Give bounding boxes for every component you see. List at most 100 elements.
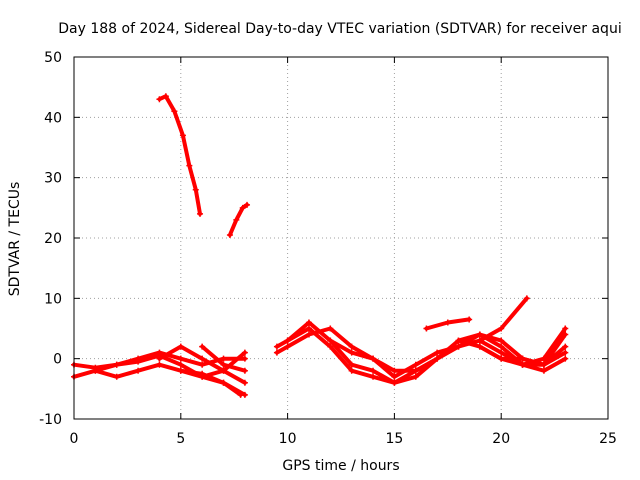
series-line	[477, 296, 529, 343]
y-tick-label: -10	[39, 412, 62, 428]
x-axis-label: GPS time / hours	[282, 458, 399, 474]
data-point	[562, 343, 569, 350]
data-point	[241, 355, 248, 362]
data-point	[370, 373, 377, 380]
series-evening-1	[423, 316, 473, 332]
data-point	[273, 349, 280, 356]
data-point	[233, 216, 240, 223]
series-midday-3	[284, 325, 569, 386]
data-point	[391, 373, 398, 380]
data-point	[156, 349, 163, 356]
data-point	[327, 325, 334, 332]
data-point	[498, 337, 505, 344]
data-point	[179, 132, 186, 139]
series-line	[328, 338, 440, 373]
y-axis-label: SDTVAR / TECUs	[7, 182, 23, 297]
series-line	[178, 368, 243, 397]
x-tick-label: 25	[599, 431, 617, 447]
data-point	[412, 373, 419, 380]
data-point	[241, 349, 248, 356]
data-point	[540, 355, 547, 362]
data-point	[305, 331, 312, 338]
data-point	[412, 361, 419, 368]
series-midday-4	[327, 337, 441, 374]
series-evening-4	[476, 325, 569, 368]
data-point	[391, 367, 398, 374]
data-point	[241, 367, 248, 374]
data-point	[199, 370, 206, 377]
data-point	[412, 367, 419, 374]
data-point	[348, 367, 355, 374]
data-point	[237, 391, 244, 398]
data-point	[156, 361, 163, 368]
data-point	[284, 343, 291, 350]
y-tick-label: 20	[44, 231, 62, 247]
data-point	[348, 343, 355, 350]
data-point	[239, 204, 246, 211]
data-point	[284, 337, 291, 344]
series-line	[227, 202, 249, 237]
data-point	[370, 355, 377, 362]
data-point	[220, 367, 227, 374]
series-layer	[71, 93, 569, 398]
x-tick-label: 15	[385, 431, 403, 447]
data-point	[498, 343, 505, 350]
data-point	[177, 343, 184, 350]
data-point	[455, 337, 462, 344]
data-point	[199, 343, 206, 350]
data-point	[192, 186, 199, 193]
data-point	[327, 337, 334, 344]
x-tick-label: 0	[70, 431, 79, 447]
data-point	[519, 361, 526, 368]
data-point	[327, 343, 334, 350]
data-point	[220, 379, 227, 386]
x-tick-label: 5	[176, 431, 185, 447]
x-tick-label: 10	[279, 431, 297, 447]
y-tick-label: 0	[53, 352, 62, 368]
data-point	[92, 367, 99, 374]
data-point	[186, 162, 193, 169]
data-point	[444, 319, 451, 326]
data-point	[423, 325, 430, 332]
data-point	[220, 361, 227, 368]
data-point	[434, 355, 441, 362]
ticks-layer: 0 5 10 15 20 25 -10 0 10 20 30 40 50	[39, 50, 617, 447]
data-point	[348, 349, 355, 356]
series-midday-1	[273, 319, 569, 386]
y-tick-label: 30	[44, 171, 62, 187]
data-point	[199, 355, 206, 362]
data-point	[305, 319, 312, 326]
data-point	[273, 343, 280, 350]
data-point	[305, 325, 312, 332]
data-point	[523, 295, 530, 302]
data-point	[135, 367, 142, 374]
data-point	[466, 316, 473, 323]
series-morning-3	[92, 361, 248, 398]
data-point	[220, 355, 227, 362]
data-point	[135, 355, 142, 362]
data-point	[519, 355, 526, 362]
data-point	[434, 349, 441, 356]
data-point	[177, 367, 184, 374]
data-point	[348, 361, 355, 368]
data-point	[562, 355, 569, 362]
series-evening-2	[476, 295, 530, 344]
data-point	[156, 355, 163, 362]
series-morning-6	[177, 367, 244, 398]
data-point	[197, 210, 204, 217]
data-point	[370, 367, 377, 374]
data-point	[455, 343, 462, 350]
data-point	[171, 108, 178, 115]
data-point	[241, 379, 248, 386]
y-tick-label: 10	[44, 291, 62, 307]
data-point	[113, 373, 120, 380]
data-point	[226, 231, 233, 238]
series-high-arc-2	[226, 201, 251, 238]
data-point	[113, 361, 120, 368]
y-tick-label: 40	[44, 110, 62, 126]
data-point	[498, 349, 505, 356]
x-tick-label: 20	[492, 431, 510, 447]
data-point	[391, 379, 398, 386]
data-point	[476, 331, 483, 338]
